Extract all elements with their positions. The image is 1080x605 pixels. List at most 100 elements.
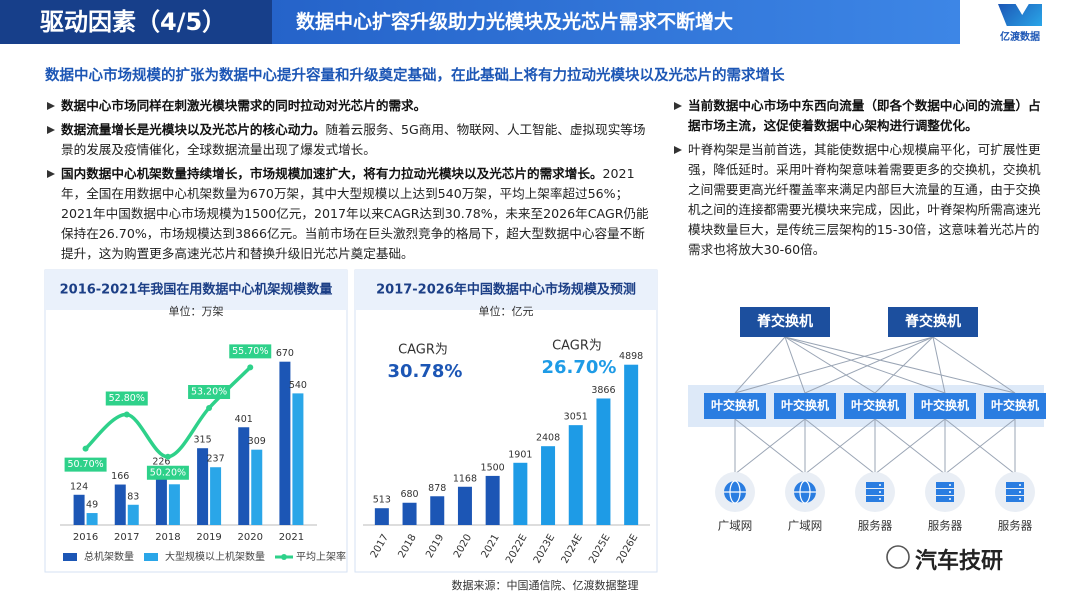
x-tick-label: 2019	[196, 532, 221, 543]
bar	[541, 446, 556, 525]
leaf-node	[704, 393, 766, 419]
annotation-rate: 26.70%	[542, 357, 617, 378]
leaf-label: 叶交换机	[851, 398, 899, 413]
leaf-label: 叶交换机	[991, 398, 1039, 413]
spine-label: 脊交换机	[756, 313, 813, 330]
bar-value-label: 680	[400, 489, 418, 500]
left-bullets: 数据中心市场同样在刺激光模块需求的同时拉动对光芯片的需求。 数据流量增长是光模块以…	[45, 96, 657, 268]
link	[874, 418, 946, 475]
bar-value-label: 309	[248, 436, 266, 447]
bar	[292, 393, 304, 525]
bar-value-label: 513	[373, 495, 391, 506]
bar	[127, 504, 139, 525]
line-value-label: 55.70%	[232, 346, 268, 357]
line-label-bg	[64, 457, 107, 472]
annotation-rate: 30.78%	[388, 361, 463, 382]
leaf-label: 叶交换机	[711, 398, 759, 413]
bullet: 当前数据中心市场中东西向流量（即各个数据中心间的流量）占据市场主流，这促使着数据…	[672, 96, 1052, 136]
server-icon	[1006, 489, 1024, 495]
bar-value-label: 1901	[508, 449, 532, 460]
server-icon	[1019, 491, 1021, 493]
server-icon	[949, 491, 951, 493]
link	[784, 336, 946, 394]
watermark-icon	[886, 545, 910, 569]
link	[734, 336, 934, 394]
bar	[210, 467, 222, 525]
logo: 亿渡数据	[985, 4, 1055, 43]
bullet-bold: 数据流量增长是光模块以及光芯片的核心动力。	[61, 122, 326, 137]
logo-text: 亿渡数据	[1000, 32, 1040, 43]
bar	[374, 508, 389, 525]
server-icon	[936, 496, 954, 502]
endpoint-label: 广域网	[718, 519, 753, 533]
server-icon	[1006, 482, 1024, 488]
line-label-bg	[188, 385, 231, 399]
server-icon	[866, 496, 884, 502]
server-icon	[1006, 496, 1024, 502]
subtitle: 数据中心市场规模的扩张为数据中心提升容量和升级奠定基础，在此基础上将有力拉动光模…	[45, 68, 785, 84]
chart-title-bg	[45, 270, 347, 310]
bar-value-label: 878	[428, 483, 446, 494]
line-label-bg	[105, 391, 148, 406]
server-icon	[949, 498, 951, 500]
legend-swatch	[144, 553, 158, 561]
bar	[73, 494, 85, 525]
bullet: 国内数据中心机架数量持续增长，市场规模加速扩大，将有力拉动光模块以及光芯片的需求…	[45, 164, 657, 264]
bar	[279, 361, 291, 525]
chart-title-bg	[355, 270, 657, 310]
line-marker	[206, 405, 213, 411]
link	[784, 336, 806, 394]
bar-value-label: 670	[276, 348, 294, 359]
link	[932, 336, 1016, 394]
leaf-label: 叶交换机	[921, 398, 969, 413]
bullet: 叶脊构架是当前首选，其能使数据中心规模扁平化，可扩展性更强，降低延时。采用叶脊构…	[672, 140, 1052, 260]
bar-value-label: 49	[86, 500, 98, 511]
bullet-text: 叶脊构架是当前首选，其能使数据中心规模扁平化，可扩展性更强，降低延时。采用叶脊构…	[688, 142, 1041, 257]
bar-value-label: 124	[70, 481, 88, 492]
bar	[155, 469, 167, 525]
legend-label: 平均上架率	[296, 550, 346, 563]
line-label-bg	[146, 465, 189, 480]
bullet: 数据流量增长是光模块以及光芯片的核心动力。随着云服务、5G商用、物联网、人工智能…	[45, 120, 657, 160]
bullet-bold: 国内数据中心机架数量持续增长，市场规模加速扩大，将有力拉动光模块以及光芯片的需求…	[61, 166, 603, 181]
server-icon	[866, 482, 884, 488]
bar-value-label: 1168	[453, 473, 477, 484]
spine-label: 脊交换机	[904, 313, 961, 330]
chart-unit: 单位：亿元	[479, 304, 534, 318]
server-icon	[936, 482, 954, 488]
line-value-label: 50.20%	[150, 467, 186, 478]
line-marker	[164, 453, 171, 460]
leaf-label: 叶交换机	[781, 398, 829, 413]
bar	[168, 484, 180, 525]
link	[874, 336, 934, 394]
bar	[596, 398, 611, 525]
legend-swatch	[63, 553, 77, 561]
endpoint-label: 广域网	[788, 519, 823, 533]
bar	[86, 513, 98, 525]
annotation-label: CAGR为	[398, 343, 448, 358]
bar	[430, 496, 445, 525]
bar	[485, 475, 500, 525]
bar-value-label: 83	[127, 491, 139, 502]
bar	[457, 486, 472, 525]
bar-value-label: 226	[152, 456, 170, 467]
x-tick-label: 2016	[73, 532, 98, 543]
endpoint-label: 服务器	[858, 519, 893, 533]
bar-value-label: 237	[207, 454, 225, 465]
link	[804, 418, 876, 475]
line-marker	[123, 411, 130, 418]
x-tick-label: 2017	[114, 532, 139, 543]
link	[932, 336, 946, 394]
server-icon	[936, 489, 954, 495]
leaf-node	[984, 393, 1046, 419]
bullet-text: 2021年，全国在用数据中心机架数量为670万架，其中大型规模以上达到540万架…	[61, 166, 649, 261]
chart-title: 2016-2021年我国在用数据中心机架规模数量	[60, 282, 333, 298]
bullet-bold: 数据中心市场同样在刺激光模块需求的同时拉动对光芯片的需求。	[61, 98, 427, 113]
bar	[197, 448, 209, 525]
endpoint-label: 服务器	[998, 519, 1033, 533]
bar-value-label: 2408	[536, 433, 560, 444]
chart-unit: 单位：万架	[169, 304, 224, 318]
link	[734, 418, 806, 475]
